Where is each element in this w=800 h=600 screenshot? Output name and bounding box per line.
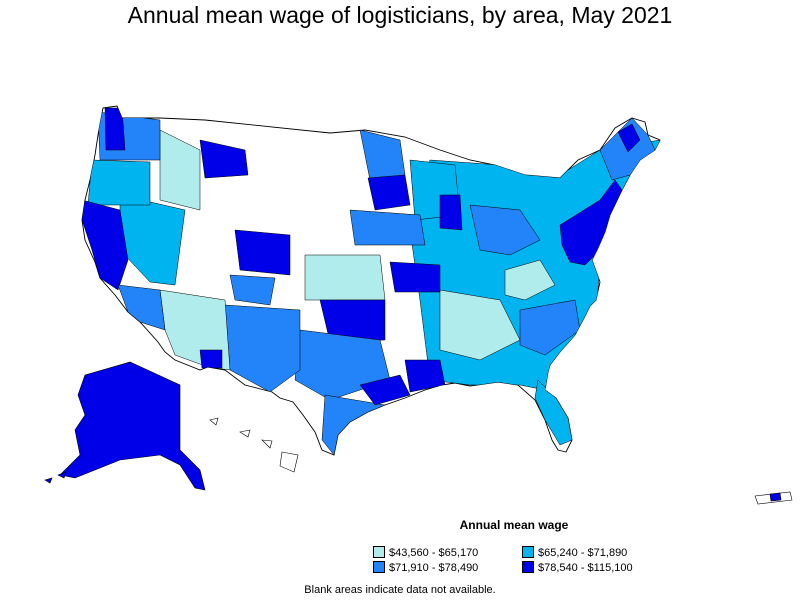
region-kansas-city-high — [389, 261, 441, 293]
region-seattle-high — [104, 107, 126, 151]
legend-item: $65,240 - $71,890 — [522, 546, 627, 560]
puerto-rico-metro — [769, 492, 782, 502]
region-louisiana-high — [404, 359, 446, 393]
legend-label: $78,540 - $115,100 — [538, 562, 633, 574]
region-idaho-light — [159, 129, 201, 211]
region-south-light-1 — [439, 289, 521, 361]
legend-label: $71,910 - $78,490 — [389, 562, 479, 574]
region-florida — [534, 379, 573, 446]
map-title: Annual mean wage of logisticians, by are… — [127, 2, 673, 28]
alaska-islands — [44, 471, 67, 484]
contiguous-us — [81, 105, 661, 456]
puerto-rico — [754, 491, 793, 505]
legend-label: $65,240 - $71,890 — [538, 547, 628, 559]
region-colorado-high — [234, 229, 291, 276]
region-kansas-light — [304, 254, 386, 301]
hawaii-island-3 — [261, 439, 273, 449]
region-southern-california-mid — [117, 284, 166, 331]
region-oklahoma-high — [319, 299, 386, 343]
legend-swatch — [522, 546, 534, 558]
legend-item: $78,540 - $115,100 — [522, 561, 633, 575]
legend-title: Annual mean wage — [459, 518, 569, 532]
alaska — [44, 361, 206, 491]
region-appalachia-light — [504, 259, 556, 301]
region-iowa-mid — [349, 209, 426, 246]
alaska-shape — [59, 361, 206, 491]
hawaii-big-island — [279, 451, 299, 473]
hawaii-island-1 — [209, 417, 219, 426]
region-south-texas-mid — [321, 394, 386, 455]
region-chicago-high — [439, 194, 463, 231]
footnote: Blank areas indicate data not available. — [304, 584, 496, 596]
region-oregon-mid — [87, 159, 151, 206]
hawaii — [209, 417, 299, 473]
region-midwest-mid — [469, 204, 541, 256]
region-southeast-mid — [519, 299, 581, 356]
legend-label: $43,560 - $65,170 — [389, 547, 479, 559]
hawaii-island-2 — [239, 429, 251, 438]
legend-item: $43,560 - $65,170 — [373, 546, 478, 560]
region-utah-mid — [229, 274, 276, 306]
region-maine-high — [617, 123, 641, 153]
region-minneapolis-high — [367, 174, 411, 211]
region-montana-high — [199, 139, 249, 179]
legend-swatch — [522, 561, 534, 573]
region-houston-high — [359, 374, 411, 406]
legend-swatch — [373, 561, 385, 573]
legend-item: $71,910 - $78,490 — [373, 561, 478, 575]
region-california-high — [82, 199, 129, 291]
legend-swatch — [373, 546, 385, 558]
region-phoenix-high — [199, 349, 223, 369]
